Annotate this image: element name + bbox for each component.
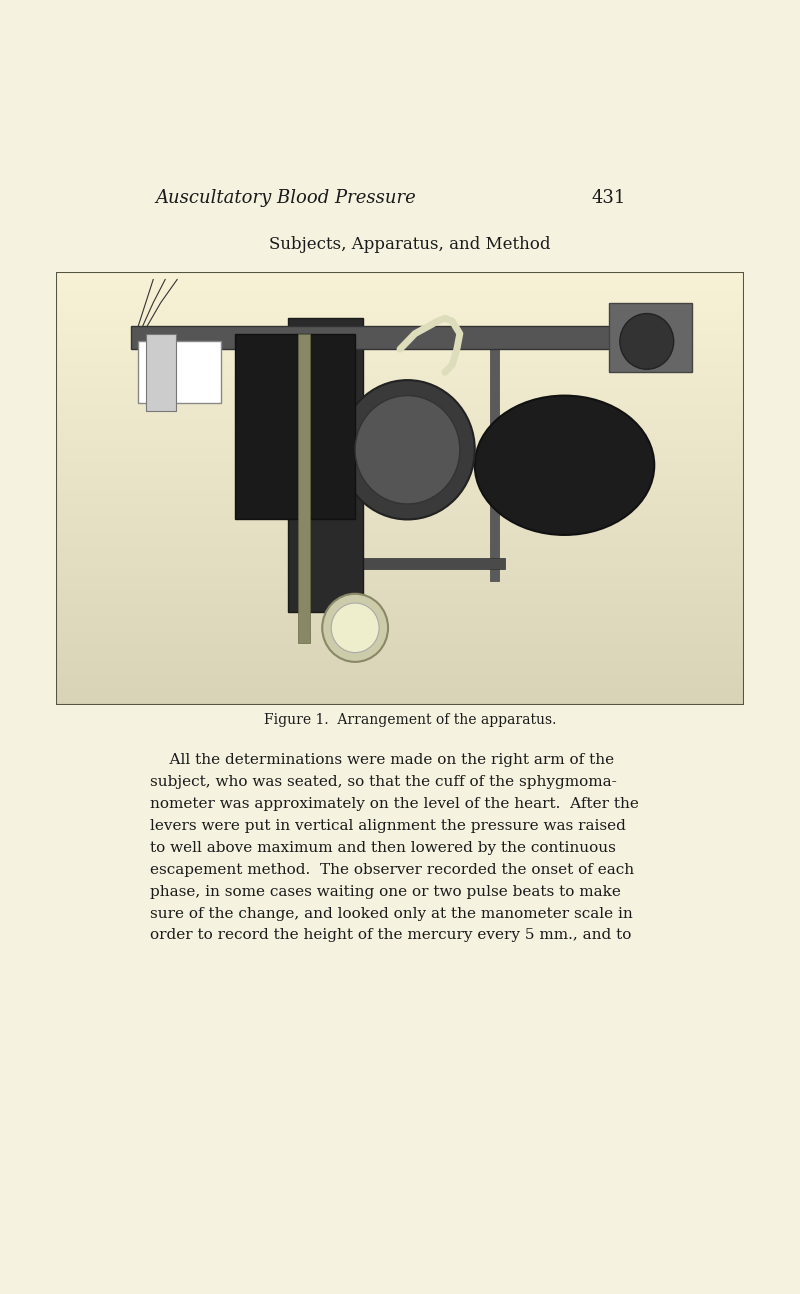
FancyBboxPatch shape	[130, 326, 670, 349]
Text: phase, in some cases waiting one or two pulse beats to make: phase, in some cases waiting one or two …	[150, 885, 621, 898]
FancyBboxPatch shape	[288, 558, 505, 569]
Text: Subjects, Apparatus, and Method: Subjects, Apparatus, and Method	[270, 237, 550, 254]
Text: In this investigation sixty-one healthy students were used as: In this investigation sixty-one healthy …	[150, 278, 637, 292]
Text: to well above maximum and then lowered by the continuous: to well above maximum and then lowered b…	[150, 841, 615, 855]
Text: magnet levers, one to mark the auscultatory phases, and the: magnet levers, one to mark the auscultat…	[150, 370, 619, 383]
FancyBboxPatch shape	[333, 349, 342, 581]
Text: order to record the height of the mercury every 5 mm., and to: order to record the height of the mercur…	[150, 929, 631, 942]
FancyBboxPatch shape	[610, 303, 692, 373]
Text: A Bowles sphygmometroscope was used for auscultation.: A Bowles sphygmometroscope was used for …	[150, 413, 592, 427]
FancyBboxPatch shape	[235, 334, 355, 519]
Circle shape	[355, 396, 460, 503]
Circle shape	[620, 313, 674, 369]
Circle shape	[322, 594, 388, 663]
FancyBboxPatch shape	[490, 334, 498, 581]
FancyBboxPatch shape	[288, 318, 362, 612]
Circle shape	[340, 380, 474, 519]
Text: sure of the change, and looked only at the manometer scale in: sure of the change, and looked only at t…	[150, 907, 632, 920]
Ellipse shape	[474, 396, 654, 534]
FancyBboxPatch shape	[146, 334, 176, 411]
Text: Figure 1.  Arrangement of the apparatus.: Figure 1. Arrangement of the apparatus.	[264, 713, 556, 727]
Text: Auscultatory Blood Pressure: Auscultatory Blood Pressure	[156, 189, 416, 207]
Text: escapement method.  The observer recorded the onset of each: escapement method. The observer recorded…	[150, 863, 634, 877]
FancyBboxPatch shape	[138, 342, 221, 404]
Text: levers were put in vertical alignment the pressure was raised: levers were put in vertical alignment th…	[150, 819, 626, 833]
Text: other to record the height of the mercury column.  (Fig. 1.): other to record the height of the mercur…	[150, 391, 608, 406]
Text: subjects.  Four of them were women.: subjects. Four of them were women.	[150, 300, 436, 313]
Text: nometer was approximately on the level of the heart.  After the: nometer was approximately on the level o…	[150, 797, 638, 811]
Text: All the determinations were made on the right arm of the: All the determinations were made on the …	[150, 753, 614, 767]
Text: An Erlanger apparatus was used, to which was attached the: An Erlanger apparatus was used, to which…	[150, 326, 634, 339]
Text: 431: 431	[591, 189, 626, 207]
Text: subject, who was seated, so that the cuff of the sphygmoma-: subject, who was seated, so that the cuf…	[150, 775, 616, 789]
FancyBboxPatch shape	[298, 334, 310, 643]
Text: tambour and writing lever of a pneumograph, and two signal-: tambour and writing lever of a pneumogra…	[150, 348, 627, 361]
Circle shape	[331, 603, 379, 652]
